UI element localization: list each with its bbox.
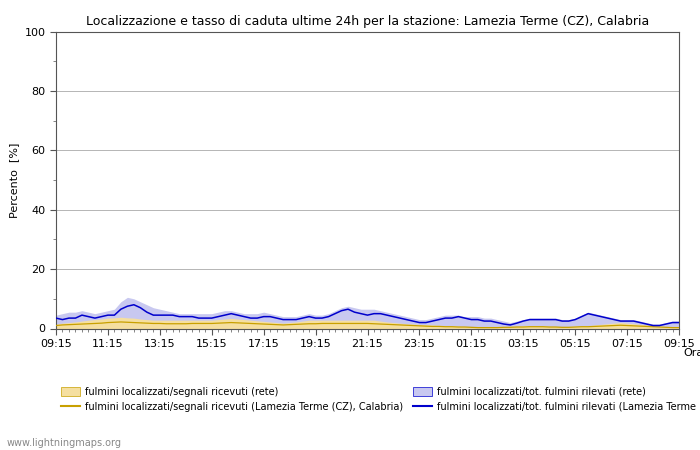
Y-axis label: Percento  [%]: Percento [%] — [9, 142, 19, 218]
Legend: fulmini localizzati/segnali ricevuti (rete), fulmini localizzati/segnali ricevut: fulmini localizzati/segnali ricevuti (re… — [61, 387, 700, 412]
Text: www.lightningmaps.org: www.lightningmaps.org — [7, 438, 122, 448]
Title: Localizzazione e tasso di caduta ultime 24h per la stazione: Lamezia Terme (CZ),: Localizzazione e tasso di caduta ultime … — [86, 14, 649, 27]
Text: Orario: Orario — [683, 348, 700, 358]
